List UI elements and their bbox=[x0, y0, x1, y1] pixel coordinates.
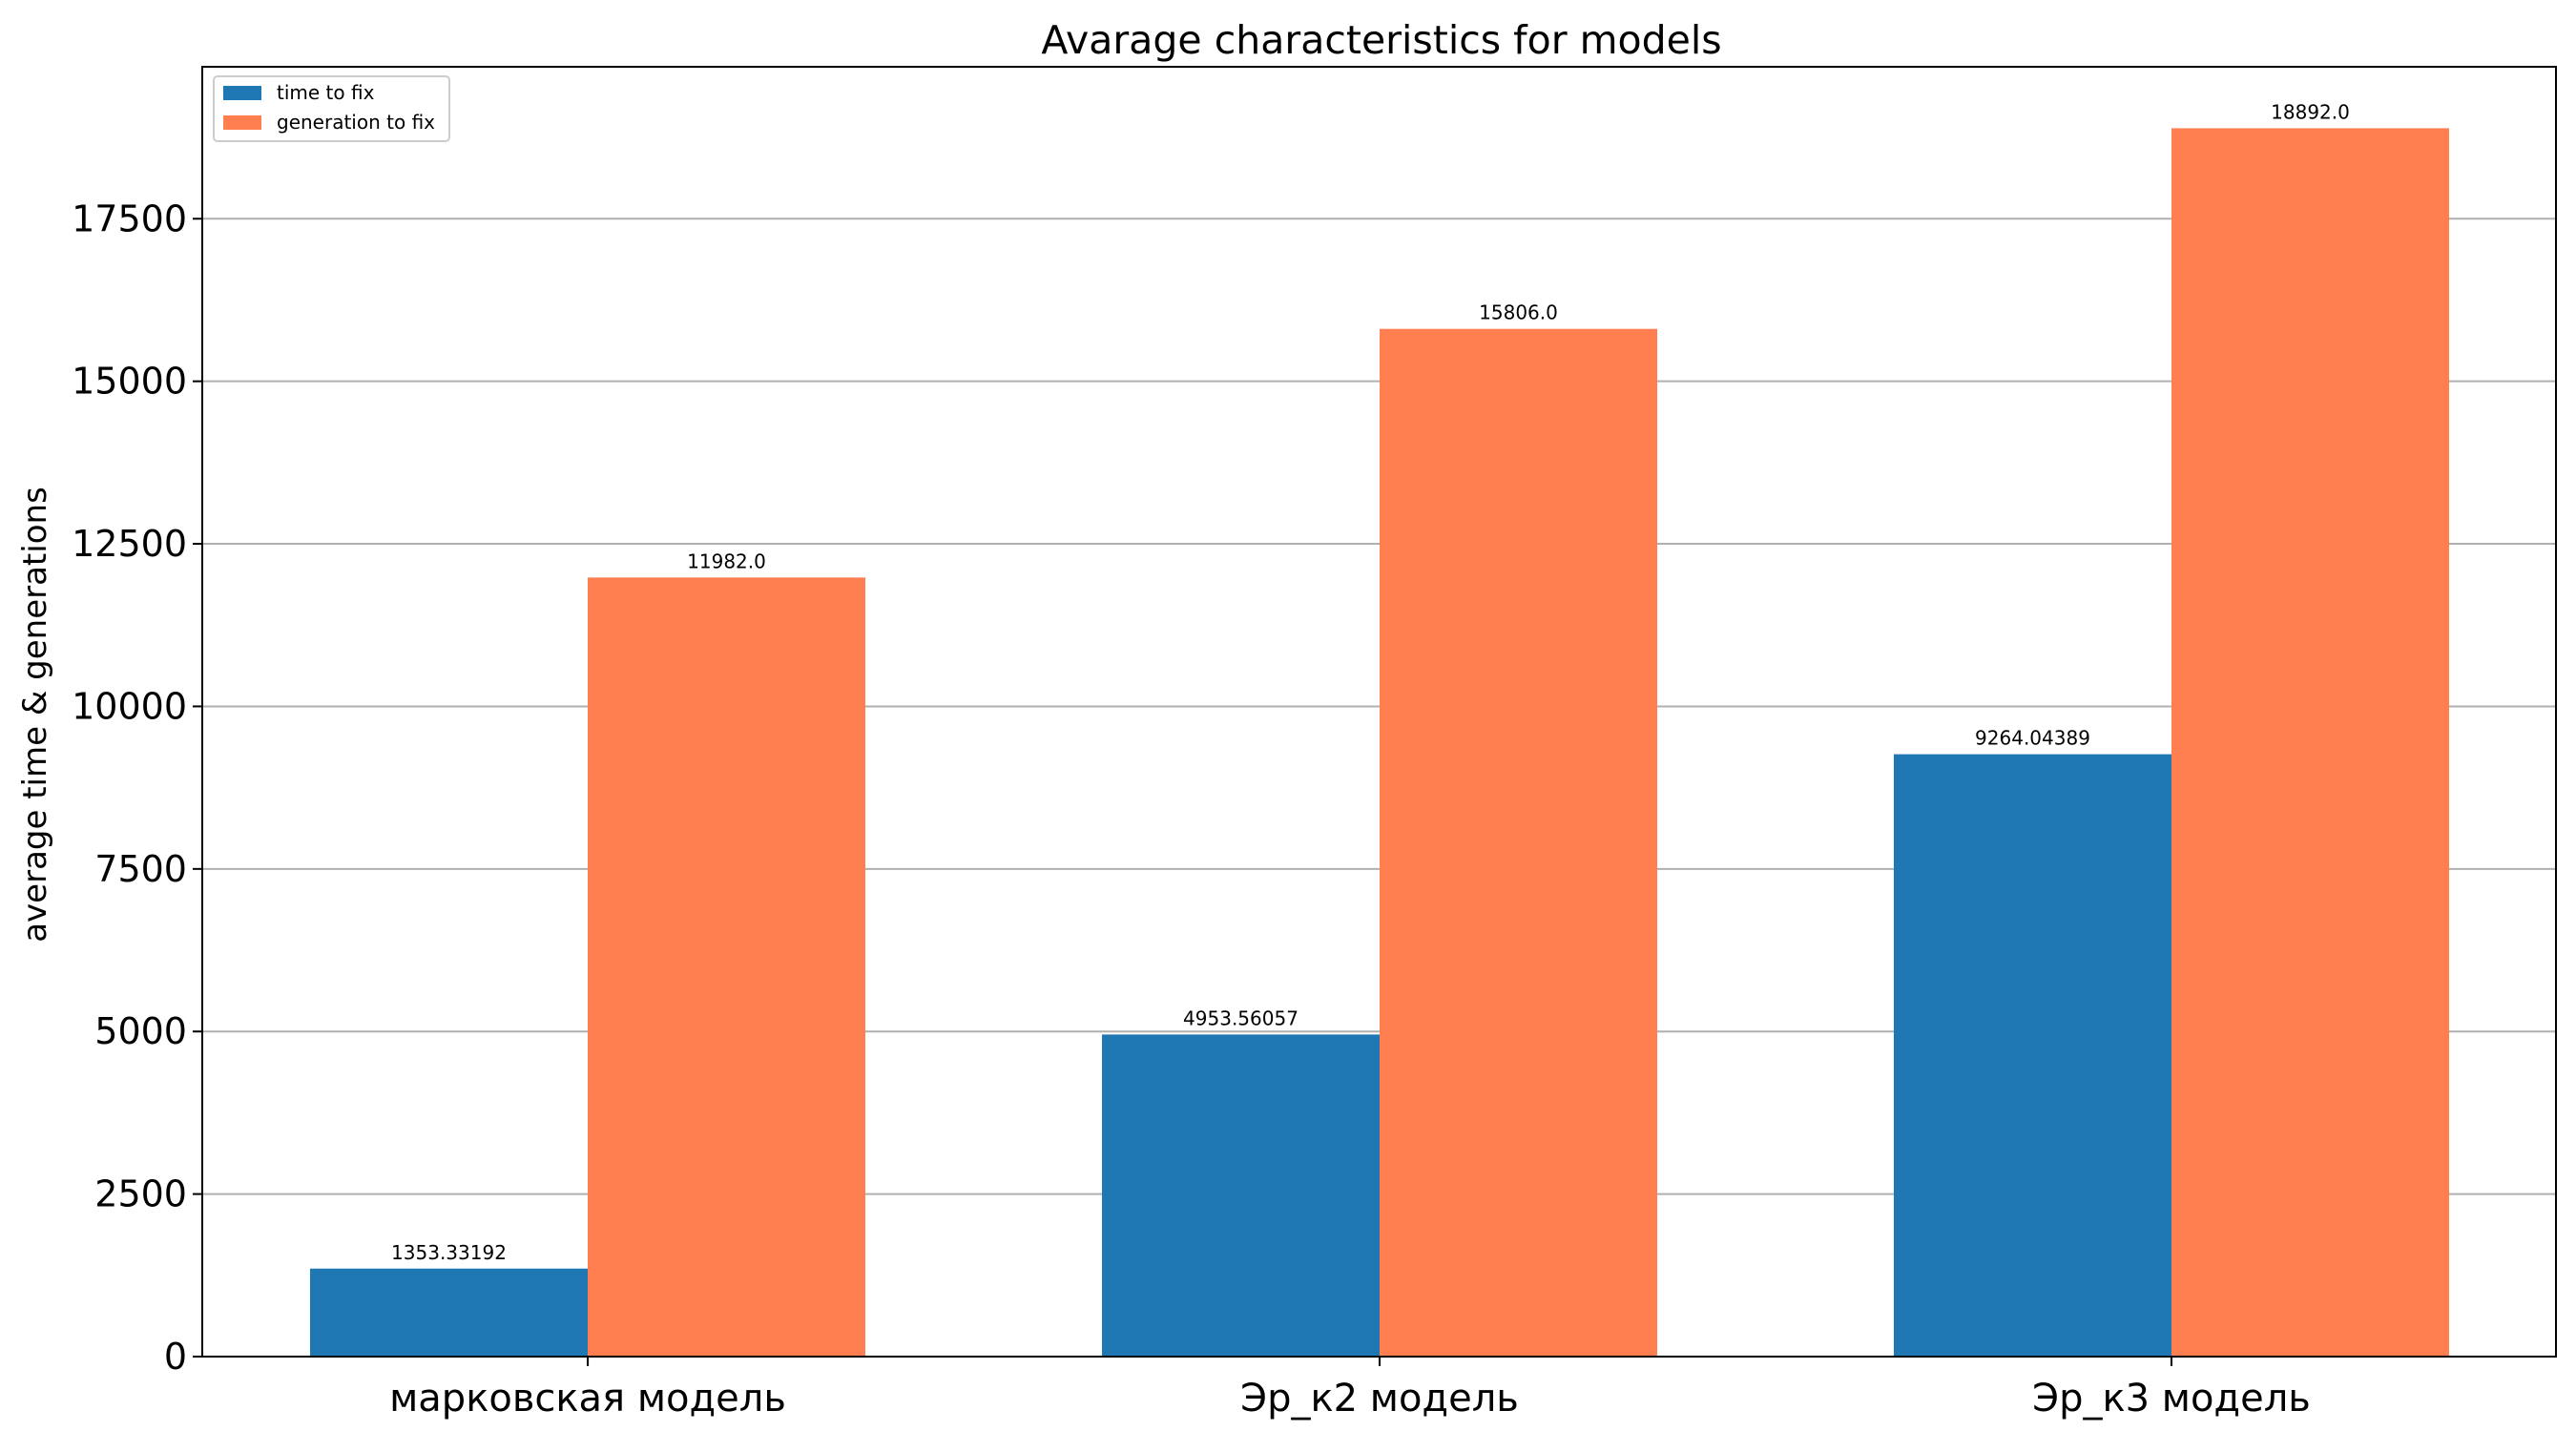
legend-label: time to fix bbox=[277, 81, 375, 104]
bar bbox=[1380, 328, 1657, 1358]
legend-frame bbox=[213, 75, 450, 142]
bar bbox=[1894, 754, 2171, 1357]
x-tick-label: Эр_к2 модель bbox=[1240, 1377, 1519, 1421]
bar-value-label: 11982.0 bbox=[687, 550, 766, 572]
legend: time to fix generation to fix bbox=[213, 75, 450, 142]
bar-value-label: 18892.0 bbox=[2271, 100, 2350, 123]
y-tick-label: 15000 bbox=[72, 361, 187, 403]
y-tick-label: 0 bbox=[164, 1336, 187, 1378]
y-axis-label: average time & generations bbox=[16, 487, 54, 943]
bars bbox=[310, 128, 2449, 1358]
y-tick-label: 17500 bbox=[72, 197, 187, 239]
y-tick-label: 7500 bbox=[94, 848, 187, 890]
bar-value-label: 1353.33192 bbox=[391, 1241, 507, 1264]
data-labels: 1353.33192 11982.0 4953.56057 15806.0 9264.0… bbox=[391, 100, 2350, 1263]
y-tick-label: 5000 bbox=[94, 1010, 187, 1052]
bar bbox=[2171, 128, 2449, 1357]
y-tick-label: 2500 bbox=[94, 1173, 187, 1215]
bar bbox=[1102, 1034, 1380, 1357]
bar-value-label: 9264.04389 bbox=[1975, 727, 2090, 750]
y-tick-label: 10000 bbox=[72, 685, 187, 727]
bar-value-label: 15806.0 bbox=[1479, 301, 1558, 324]
legend-swatch bbox=[223, 86, 261, 100]
legend-label: generation to fix bbox=[277, 111, 435, 134]
y-tick-label: 12500 bbox=[72, 523, 187, 565]
x-axis-ticks: марковская модель Эр_к2 модель Эр_к3 модел… bbox=[389, 1357, 2311, 1421]
chart-title: Avarage characteristics for models bbox=[1041, 17, 1721, 63]
bar-value-label: 4953.56057 bbox=[1183, 1006, 1298, 1029]
y-axis-ticks: 0 2500 5000 7500 10000 12500 15000 17500 bbox=[72, 197, 202, 1378]
x-tick-label: марковская модель bbox=[389, 1377, 786, 1421]
legend-swatch bbox=[223, 115, 261, 130]
bar bbox=[588, 577, 865, 1357]
bar bbox=[310, 1268, 588, 1357]
x-tick-label: Эр_к3 модель bbox=[2032, 1377, 2311, 1421]
